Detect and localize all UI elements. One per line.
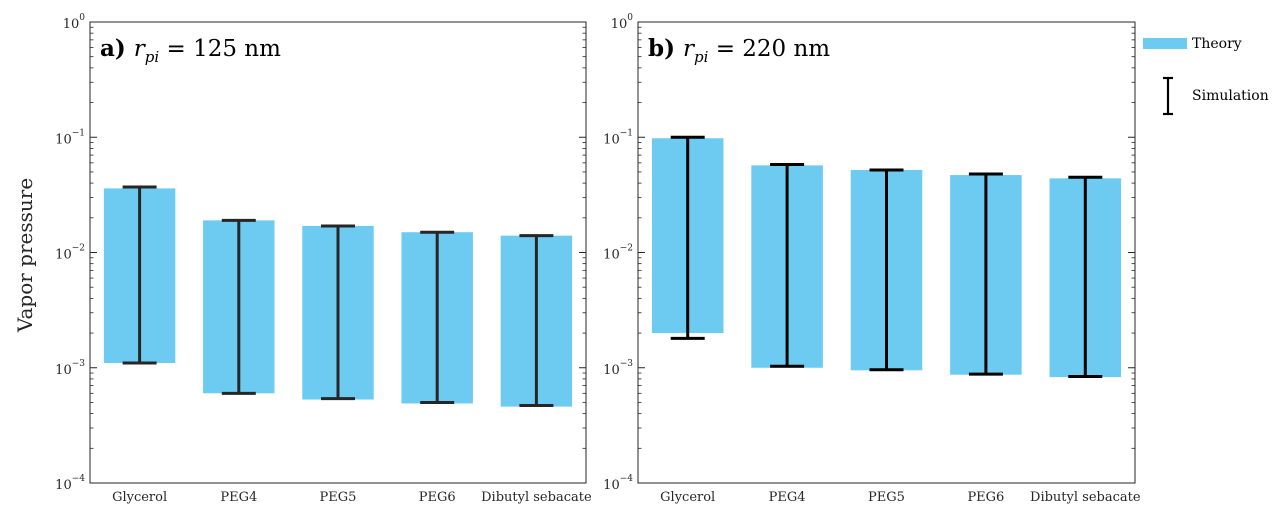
y-tick-label: 10−4 <box>603 474 633 493</box>
panel-title: a) rpi = 125 nm <box>100 35 281 66</box>
y-tick-label: 10−3 <box>603 359 633 378</box>
legend-simulation-label: Simulation <box>1192 88 1269 104</box>
x-tick-label: PEG6 <box>419 490 456 505</box>
x-tick-label: Glycerol <box>660 490 715 505</box>
legend-theory-label: Theory <box>1192 36 1242 52</box>
y-tick-label: 10−1 <box>603 128 633 147</box>
x-tick-label: Glycerol <box>112 490 167 505</box>
legend-theory-swatch <box>1143 38 1187 49</box>
panel-b: 100 10−1 10−2 10−3 10−4 Glycerol PEG4 PEG5 PEG6 D… <box>603 13 1141 505</box>
y-tick-label: 10−1 <box>55 128 85 147</box>
y-tick-label: 100 <box>63 13 86 32</box>
panels: 100 10−1 10−2 10−3 10−4 Glycerol PEG4 PEG5 PEG6 D… <box>55 13 1141 505</box>
x-tick-label: PEG6 <box>967 490 1004 505</box>
x-tick-label: PEG4 <box>769 490 806 505</box>
x-tick-label: PEG5 <box>320 490 357 505</box>
x-tick-label: Dibutyl sebacate <box>1030 490 1141 505</box>
panel-title: b) rpi = 220 nm <box>648 35 830 66</box>
x-tick-label: PEG4 <box>220 490 257 505</box>
y-tick-label: 10−2 <box>603 244 633 263</box>
x-tick-label: Dibutyl sebacate <box>481 490 592 505</box>
y-tick-label: 100 <box>611 13 634 32</box>
y-tick-label: 10−4 <box>55 474 85 493</box>
panel-a: 100 10−1 10−2 10−3 10−4 Glycerol PEG4 PEG5 PEG6 D… <box>55 13 592 505</box>
y-tick-label: 10−2 <box>55 244 85 263</box>
x-tick-label: PEG5 <box>868 490 905 505</box>
y-tick-label: 10−3 <box>55 359 85 378</box>
legend: Theory Simulation <box>1143 36 1269 114</box>
y-axis-label: Vapor pressure <box>13 178 37 333</box>
